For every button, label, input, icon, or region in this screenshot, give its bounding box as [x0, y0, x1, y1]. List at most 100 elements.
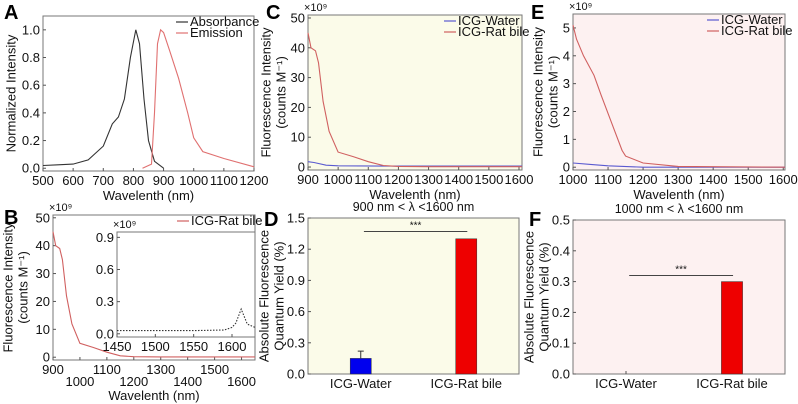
- y-tick-label: 0.4: [552, 243, 570, 258]
- y-tick-label: 20: [36, 294, 50, 309]
- x-axis-label: Wavelenth (nm): [108, 388, 199, 403]
- x-tick-label: 1400: [444, 172, 473, 187]
- panel-letter: F: [529, 209, 541, 231]
- y-axis-label: (counts M⁻¹): [546, 56, 561, 129]
- y-tick-label: 3: [563, 76, 570, 91]
- y-tick-label: 30: [291, 70, 305, 85]
- panel-letter: B: [4, 207, 18, 229]
- y-axis-label: Normalized Intensity: [4, 34, 19, 152]
- bar-icg-water: [349, 358, 372, 375]
- x-tick-label: 1500: [141, 339, 170, 354]
- y-tick-label: 0.1: [552, 336, 570, 351]
- legend-label: Absorbance: [190, 14, 259, 29]
- y-tick-label: 0: [563, 160, 570, 175]
- y-axis-label: Quantum Yield (%): [272, 241, 287, 350]
- legend-label: Emission: [190, 25, 243, 40]
- panel-letter: C: [266, 2, 280, 24]
- y-tick-label: 0.0: [287, 367, 305, 382]
- x-tick-label: 700: [92, 173, 114, 188]
- y-multiplier: ×10⁹: [304, 2, 327, 14]
- y-axis-label: Quantum Yield (%): [537, 242, 552, 351]
- y-tick-label: 0.9: [96, 230, 114, 245]
- x-tick-label: 1200: [629, 172, 658, 187]
- y-tick-label: 40: [291, 40, 305, 55]
- x-tick-label: ICG-Rat bile: [696, 376, 768, 391]
- panel-Binset: 0.0 0.3 0.6 0.9×10⁹ 1450 1500 1550 1600: [96, 219, 256, 354]
- x-tick-label: 1600: [227, 374, 256, 389]
- plot-area: [572, 13, 786, 171]
- x-tick-label: 1600: [218, 339, 247, 354]
- x-tick-label: 1000: [324, 172, 353, 187]
- x-tick-label: ICG-Rat bile: [430, 376, 502, 391]
- x-tick-label: 1000: [65, 374, 94, 389]
- y-tick-label: 20: [291, 100, 305, 115]
- x-tick-label: 1600: [769, 172, 798, 187]
- y-tick-label: 1.5: [287, 211, 305, 226]
- y-tick-label: 0.6: [22, 78, 40, 93]
- bar-icg-rat-bile: [721, 281, 743, 375]
- y-tick-label: 0.2: [22, 133, 40, 148]
- x-tick-label: 1200: [119, 374, 148, 389]
- legend-label: ICG-Rat bile: [721, 23, 793, 38]
- x-tick-label: 1000: [559, 172, 588, 187]
- x-tick-label: 1400: [699, 172, 728, 187]
- x-tick-label: 1600: [505, 172, 534, 187]
- y-tick-label: 0.3: [552, 274, 570, 289]
- y-tick-label: 1.2: [287, 242, 305, 257]
- series-line-inset: [117, 307, 256, 332]
- x-tick-label: 1450: [103, 339, 132, 354]
- x-tick-label: 1100: [354, 172, 382, 187]
- x-tick-label: 1100: [93, 362, 121, 377]
- y-tick-label: 0.6: [287, 304, 305, 319]
- x-axis-label: Wavelenth (nm): [633, 187, 724, 202]
- y-tick-label: 0.8: [22, 50, 40, 65]
- y-multiplier: ×10⁹: [569, 1, 592, 13]
- x-axis-label: Wavelenth (nm): [103, 188, 194, 203]
- x-tick-label: 1300: [146, 362, 175, 377]
- x-tick-label: 1300: [414, 172, 443, 187]
- x-tick-label: 800: [123, 173, 145, 188]
- x-tick-label: 1500: [734, 172, 763, 187]
- significance-label: ***: [675, 264, 687, 275]
- plot-area: [307, 217, 520, 375]
- series-line-absorbance: [42, 29, 164, 169]
- x-tick-label: 1300: [664, 172, 693, 187]
- y-tick-label: 2: [563, 104, 570, 119]
- x-tick-label: 1400: [173, 374, 202, 389]
- y-tick-label: 40: [36, 238, 50, 253]
- panel-C: C 0 10 20 30 40 50×10⁹ Fluorescence Intensity (c…: [259, 2, 534, 202]
- x-tick-label: 1100: [210, 173, 238, 188]
- plot-area: [42, 15, 255, 172]
- y-tick-label: 50: [36, 210, 50, 225]
- chart-title: 1000 nm < λ <1600 nm: [615, 202, 744, 216]
- y-tick-label: 0.4: [22, 105, 40, 120]
- y-tick-label: 50: [291, 10, 305, 25]
- series-line-icg-rat-bile: [307, 32, 522, 168]
- legend-label: ICG-Water: [458, 13, 520, 28]
- y-tick-label: 1.0: [22, 22, 40, 37]
- y-tick-label: 5: [563, 20, 570, 35]
- plot-area: [307, 14, 523, 171]
- x-tick-label: 900: [42, 362, 64, 377]
- panel-D: D 0.0 0.3 0.6 0.9 1.2 1.5 Absolute Fluorescence…: [257, 200, 520, 391]
- x-tick-label: 600: [62, 173, 84, 188]
- y-tick-label: 0.0: [22, 161, 40, 176]
- y-tick-label: 30: [36, 266, 50, 281]
- x-tick-label: 900: [297, 172, 319, 187]
- panel-letter: D: [264, 209, 278, 231]
- y-tick-label: 0.6: [96, 262, 114, 277]
- y-axis-label: Fluorescence Intensity: [1, 222, 16, 353]
- x-tick-label: 1100: [594, 172, 622, 187]
- panel-E: E 0 1 2 3 4 5 ×10⁹ Fluorescence Intensity (counts…: [531, 1, 798, 202]
- x-tick-label: 1550: [179, 339, 208, 354]
- y-tick-label: 10: [36, 322, 50, 337]
- y-tick-label: 0.3: [96, 294, 114, 309]
- y-axis-label: (counts M⁻¹): [16, 251, 31, 324]
- x-tick-label: 1500: [474, 172, 503, 187]
- series-line-icg-rat-bile: [52, 231, 255, 358]
- plot-area: [116, 231, 256, 338]
- y-axis-label: Absolute Fluorescence: [522, 231, 537, 363]
- x-tick-label: ICG-Water: [330, 376, 392, 391]
- legend-label: ICG-Water: [721, 12, 783, 27]
